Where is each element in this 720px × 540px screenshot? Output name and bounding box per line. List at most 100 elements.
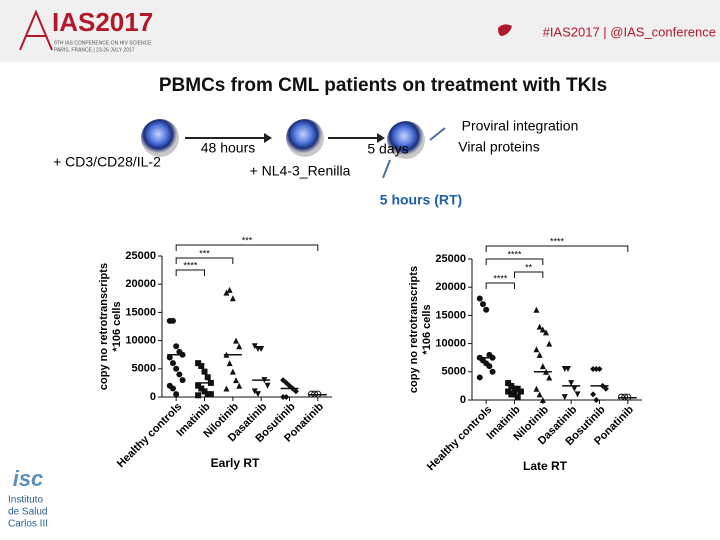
- data-point: [198, 385, 205, 392]
- data-point: [201, 388, 208, 395]
- data-point: [226, 360, 233, 367]
- data-point: [486, 363, 493, 370]
- logo: IAS2017: [52, 7, 153, 37]
- y-tick-label: 5000: [442, 366, 466, 378]
- output-label: Proviral integration: [462, 118, 579, 134]
- data-point: [233, 337, 240, 344]
- cell-icon: [286, 119, 324, 157]
- data-point: [223, 385, 230, 392]
- data-point: [593, 397, 600, 403]
- data-point: [483, 306, 490, 313]
- data-point: [283, 394, 290, 400]
- data-point: [173, 365, 180, 372]
- arrow: [429, 127, 446, 141]
- y-tick-label: 25000: [435, 253, 466, 265]
- data-point: [533, 306, 540, 313]
- data-point: [539, 326, 546, 333]
- footer-logo-mark: isc: [13, 466, 44, 491]
- data-point: [233, 377, 240, 384]
- significance-label: ****: [183, 260, 198, 270]
- data-point: [169, 317, 176, 324]
- data-point: [169, 360, 176, 367]
- data-point: [176, 371, 183, 378]
- hashtag: #IAS2017 | @IAS_conference: [543, 24, 716, 39]
- logo-tower: [19, 9, 53, 51]
- data-point: [173, 343, 180, 350]
- data-point: [590, 365, 597, 372]
- data-point: [195, 360, 202, 367]
- y-tick-label: 15000: [125, 306, 156, 318]
- data-point: [539, 397, 546, 403]
- data-point: [574, 391, 581, 398]
- data-point: [258, 346, 265, 353]
- arrow: [382, 159, 391, 179]
- data-point: [536, 351, 543, 358]
- data-point: [476, 374, 483, 381]
- data-point: [543, 329, 550, 336]
- data-point: [539, 363, 546, 370]
- footer-logo-text: de Salud: [8, 507, 47, 518]
- significance-label: **: [525, 262, 533, 272]
- y-tick-label: 10000: [435, 338, 466, 350]
- data-point: [280, 394, 287, 400]
- x-tick-label: Healthy controls: [425, 404, 494, 473]
- data-point: [564, 365, 571, 372]
- data-point: [264, 382, 271, 389]
- data-point: [546, 374, 553, 381]
- y-tick-label: 0: [460, 394, 466, 406]
- data-point: [514, 394, 521, 401]
- data-point: [286, 382, 293, 389]
- data-point: [590, 391, 597, 398]
- data-point: [251, 388, 258, 395]
- y-tick-label: 15000: [435, 309, 466, 321]
- data-point: [204, 374, 211, 381]
- y-tick-label: 10000: [125, 335, 156, 347]
- logo-sub: PARIS, FRANCE | 23-26 JULY 2017: [54, 47, 135, 53]
- significance-bracket: [485, 245, 629, 252]
- time-label: 5 days: [367, 141, 408, 157]
- y-axis-label: copy no retrotranscripts: [98, 263, 110, 390]
- data-point: [505, 380, 512, 387]
- data-point: [283, 379, 290, 386]
- data-point: [546, 340, 553, 347]
- data-point: [508, 382, 515, 389]
- output-label: Viral proteins: [458, 139, 539, 155]
- y-axis-label: *106 cells: [111, 301, 123, 351]
- significance-bracket: [175, 257, 234, 264]
- significance-bracket: [485, 258, 544, 265]
- virus-label: + NL4-3_Renilla: [250, 163, 351, 179]
- data-point: [229, 295, 236, 302]
- data-point: [511, 391, 518, 398]
- data-point: [204, 391, 211, 398]
- data-point: [201, 368, 208, 375]
- time-label: 5 hours (RT): [380, 192, 462, 208]
- data-point: [292, 388, 299, 395]
- data-point: [251, 343, 258, 350]
- data-point: [536, 323, 543, 330]
- significance-bracket: [175, 244, 319, 251]
- y-axis-label: copy no retrotranscripts: [408, 266, 420, 393]
- data-point: [568, 380, 575, 387]
- data-point: [571, 385, 578, 392]
- data-point: [223, 289, 230, 296]
- data-point: [489, 368, 496, 375]
- footer-logo-text: Carlos III: [8, 519, 48, 530]
- data-point: [533, 346, 540, 353]
- data-point: [226, 286, 233, 293]
- data-point: [511, 385, 518, 392]
- header-band: [0, 0, 720, 62]
- data-point: [514, 385, 521, 392]
- significance-label: ****: [550, 236, 565, 246]
- cell-icon: [141, 119, 179, 157]
- x-axis-label: Late RT: [523, 459, 568, 473]
- slide-title: PBMCs from CML patients on treatment wit…: [159, 75, 607, 96]
- data-point: [195, 392, 202, 399]
- significance-bracket: [485, 282, 515, 289]
- significance-label: ***: [199, 248, 210, 258]
- x-tick-label: Healthy controls: [115, 401, 184, 470]
- x-axis-label: Early RT: [211, 456, 260, 470]
- data-point: [593, 365, 600, 372]
- data-point: [561, 394, 568, 401]
- data-point: [198, 362, 205, 369]
- y-tick-label: 20000: [125, 278, 156, 290]
